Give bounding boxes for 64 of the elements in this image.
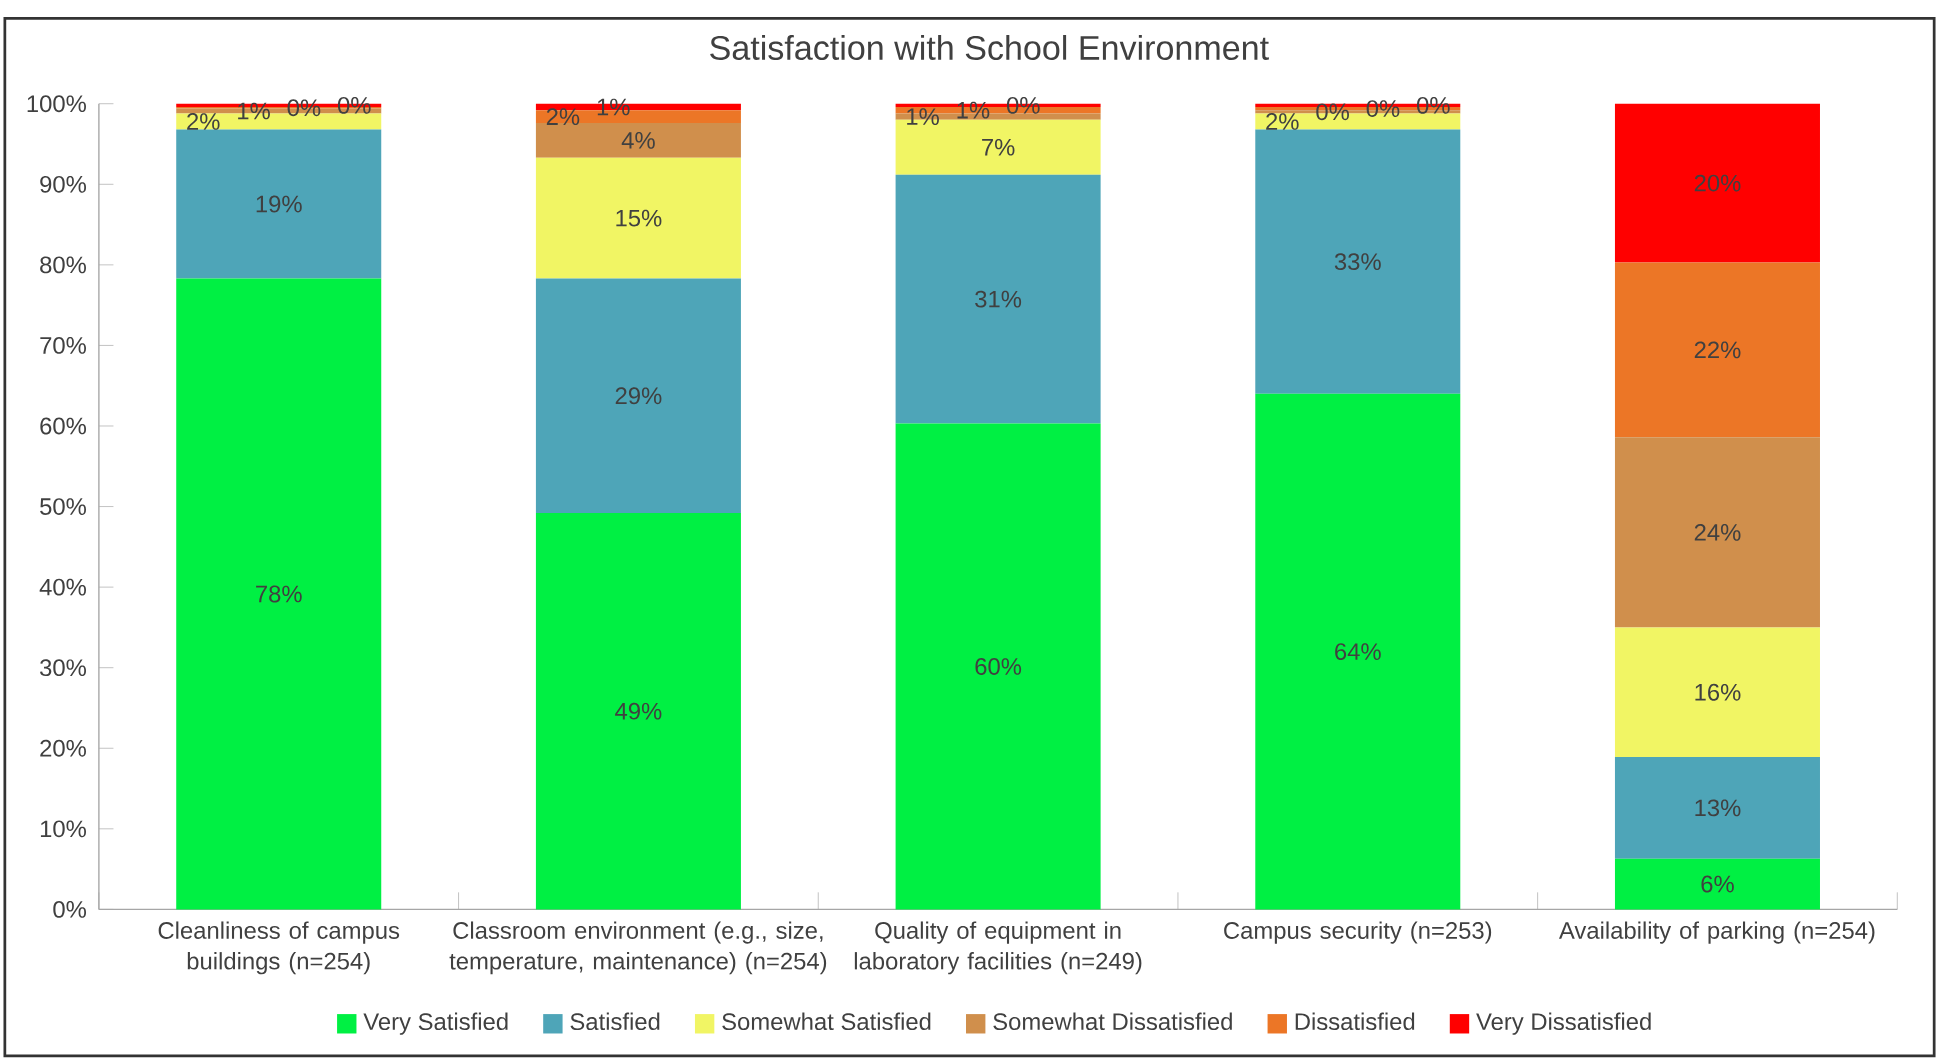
data-label: 0% [337, 97, 371, 114]
y-tick-label: 10% [40, 820, 86, 838]
y-tick-label: 50% [40, 498, 86, 516]
bar [176, 129, 382, 279]
bar [1614, 757, 1820, 859]
data-label: 1% [957, 102, 990, 119]
legend-label: Somewhat Dissatisfied [993, 1012, 1232, 1031]
data-label: 16% [1695, 684, 1741, 701]
y-tick-label: 0% [53, 901, 87, 918]
bar [895, 174, 1101, 424]
bar [1614, 627, 1820, 758]
data-label: 19% [256, 195, 302, 213]
legend-label: Very Dissatisfied [1476, 1012, 1651, 1036]
data-label: 4% [621, 132, 655, 149]
chart-title: Satisfaction with School Environment [710, 35, 1269, 61]
legend-label: Somewhat Satisfied [722, 1012, 931, 1031]
bar [1614, 437, 1820, 628]
y-tick-label: 100% [27, 95, 86, 113]
data-label: 31% [975, 290, 1022, 308]
x-tick-label: Cleanliness of campus buildings (n=254) [158, 921, 400, 975]
data-label: 22% [1694, 341, 1741, 359]
data-label: 78% [256, 585, 302, 603]
data-label: 33% [1334, 253, 1381, 271]
y-tick-label: 80% [40, 256, 86, 274]
legend-label: Satisfied [570, 1012, 660, 1031]
data-label: 13% [1695, 799, 1741, 817]
data-label: 64% [1335, 643, 1381, 661]
x-tick-label: Quality of equipment in laboratory facilities (n=249) [854, 921, 1142, 975]
x-tick-label: Campus security (n=253) [1224, 921, 1492, 944]
legend-label: Very Satisfied [363, 1012, 508, 1036]
data-label: 6% [1701, 875, 1734, 893]
y-tick-label: 60% [40, 417, 86, 435]
bar [1255, 393, 1461, 910]
data-label: 0% [1316, 103, 1349, 121]
data-label: 0% [1416, 97, 1450, 114]
data-label: 15% [616, 209, 662, 227]
data-label: 2% [1266, 113, 1299, 131]
bar [535, 278, 741, 514]
data-label: 49% [615, 702, 662, 720]
bar [1614, 858, 1820, 910]
y-tick-label: 20% [40, 740, 86, 757]
bar [535, 123, 741, 158]
y-tick-label: 30% [40, 659, 86, 677]
data-label: 20% [1694, 174, 1741, 192]
y-tick-label: 90% [40, 176, 86, 193]
y-tick-label: 40% [39, 578, 86, 596]
y-tick-label: 70% [40, 337, 86, 355]
data-label: 60% [975, 658, 1022, 676]
data-label: 2% [546, 108, 580, 126]
data-label: 7% [982, 139, 1015, 156]
x-tick-label: Availability of parking (n=254) [1558, 921, 1875, 944]
bar [176, 278, 382, 910]
bar [535, 157, 741, 279]
x-tick-label: Classroom environment (e.g., size, temperature, maintenance) (n=254) [449, 921, 827, 975]
bar [1614, 262, 1820, 438]
bar [1614, 103, 1820, 263]
bar [535, 513, 741, 910]
data-label: 2% [187, 113, 220, 131]
data-label: 24% [1694, 524, 1741, 541]
data-label: 29% [615, 387, 662, 405]
bar [895, 423, 1101, 910]
bar [1255, 129, 1461, 394]
legend-label: Dissatisfied [1295, 1012, 1415, 1031]
data-label: 0% [1006, 97, 1040, 114]
